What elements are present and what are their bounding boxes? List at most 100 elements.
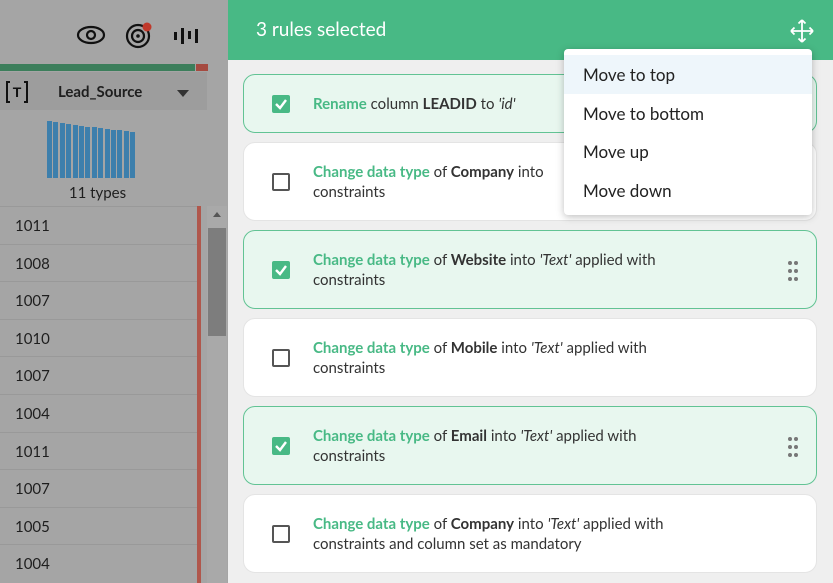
menu-item[interactable]: Move down (583, 179, 672, 201)
rule-segment: of (433, 250, 447, 269)
panel-title: 3 rules selected (256, 18, 387, 41)
rule-text: Change data type of Company into 'Text' … (313, 514, 664, 554)
menu-item[interactable]: Move to bottom (583, 102, 705, 124)
column-name: Lead_Source (58, 83, 143, 101)
cell: 1007 (0, 281, 197, 319)
rule-segment: Change data type (313, 338, 430, 357)
rule-segment: Mobile (450, 338, 498, 357)
rule-segment: into (501, 338, 527, 357)
menu-item[interactable]: Move to top (564, 55, 812, 94)
rule-segment: 'Text' (520, 426, 553, 445)
rule-line: Change data type of Website into 'Text' … (313, 250, 656, 270)
rule-segment: applied with (566, 338, 647, 357)
rule-segment: constraints and column set as mandatory (313, 534, 582, 553)
cell: 1005 (0, 506, 197, 545)
rule-segment: of (433, 162, 447, 181)
rule-card[interactable]: Change data type of Email into 'Text' ap… (243, 406, 817, 485)
rule-text: Rename column LEADID to 'id' (313, 94, 516, 114)
rule-line: Rename column LEADID to 'id' (313, 94, 516, 114)
checkbox[interactable] (272, 348, 290, 367)
cell: 1007 (0, 469, 197, 507)
rule-segment: constraints (313, 270, 386, 289)
rule-segment: 'Text' (547, 514, 580, 533)
checkbox[interactable] (272, 260, 290, 279)
rule-line: Change data type of Company into (313, 162, 544, 182)
column-summary: 11 types (68, 184, 127, 202)
rule-text: Change data type of Mobile into 'Text' a… (313, 338, 647, 378)
rule-card[interactable]: Change data type of Website into 'Text' … (243, 230, 817, 309)
rule-line: constraints (313, 358, 647, 378)
svg-text:T: T (13, 84, 22, 100)
drag-handle[interactable] (788, 260, 798, 286)
dropdown-caret[interactable] (177, 90, 189, 98)
rule-segment: to (480, 94, 495, 113)
rule-segment: applied with (556, 426, 637, 445)
cell: 1004 (0, 544, 197, 582)
rule-segment: 'id' (498, 94, 516, 113)
rule-segment: applied with (583, 514, 664, 533)
rule-text: Change data type of Website into 'Text' … (313, 250, 656, 290)
target-icon[interactable] (124, 20, 154, 50)
rule-segment: Change data type (313, 514, 430, 533)
rule-text: Change data type of Email into 'Text' ap… (313, 426, 637, 466)
rule-segment: of (433, 514, 447, 533)
rule-segment: Email (450, 426, 487, 445)
rule-segment: Rename (313, 94, 367, 113)
rule-segment: applied with (575, 250, 656, 269)
data-grid: T Lead_Source 11 types 1011 1008 1007 1010 1… (0, 0, 228, 583)
error-strip (197, 206, 201, 583)
column-header[interactable]: T Lead_Source (0, 72, 207, 110)
move-icon[interactable] (790, 19, 814, 43)
rule-line: Change data type of Email into 'Text' ap… (313, 426, 637, 446)
cell: 1011 (0, 431, 197, 470)
checkbox[interactable] (272, 524, 290, 543)
rule-segment: into (490, 426, 517, 445)
toolbar (76, 20, 202, 50)
eye-icon[interactable] (76, 20, 106, 50)
cell: 1008 (0, 243, 197, 282)
rule-line: constraints (313, 182, 544, 202)
checkbox[interactable] (272, 172, 290, 191)
scrollbar[interactable] (207, 206, 227, 583)
histogram (47, 121, 136, 178)
rule-segment: LEADID (422, 94, 477, 113)
rule-line: constraints (313, 270, 656, 290)
rule-card[interactable]: Change data type of Company into 'Text' … (243, 494, 817, 573)
rule-line: constraints and column set as mandatory (313, 534, 664, 554)
cell: 1011 (0, 206, 197, 244)
rule-segment: Company (450, 162, 515, 181)
rows: 1011 1008 1007 1010 1007 1004 1011 1007 1005 1004 (0, 206, 197, 582)
cell: 1004 (0, 393, 197, 432)
rule-segment: constraints (313, 358, 386, 377)
rule-segment: constraints (313, 446, 386, 465)
checkbox[interactable] (272, 436, 290, 455)
rule-segment: of (433, 338, 447, 357)
menu-item[interactable]: Move up (583, 141, 649, 163)
rule-segment: Change data type (313, 426, 430, 445)
checkbox[interactable] (272, 94, 290, 113)
bars-icon[interactable] (172, 20, 202, 50)
rule-line: Change data type of Company into 'Text' … (313, 514, 664, 534)
cell: 1010 (0, 318, 197, 357)
scroll-thumb[interactable] (208, 228, 226, 336)
drag-handle[interactable] (788, 436, 798, 462)
rule-segment: of (433, 426, 447, 445)
quality-bar-error (196, 64, 208, 71)
rule-segment: 'Text' (539, 250, 572, 269)
rule-segment: into (517, 514, 544, 533)
rule-segment: Change data type (313, 250, 430, 269)
rule-segment: into (509, 250, 536, 269)
rule-line: Change data type of Mobile into 'Text' a… (313, 338, 647, 358)
scroll-up[interactable] (207, 207, 227, 221)
quality-bar (0, 64, 195, 71)
move-menu: Move to top Move to bottom Move up Move dow… (564, 49, 812, 215)
rule-segment: Change data type (313, 162, 430, 181)
rule-segment: Company (450, 514, 515, 533)
cell: 1007 (0, 356, 197, 394)
rule-text: Change data type of Company into constrai… (313, 162, 544, 202)
rule-segment: Website (450, 250, 507, 269)
type-icon: T (6, 81, 28, 103)
rule-segment: constraints (313, 182, 386, 201)
rule-card[interactable]: Change data type of Mobile into 'Text' a… (243, 318, 817, 397)
